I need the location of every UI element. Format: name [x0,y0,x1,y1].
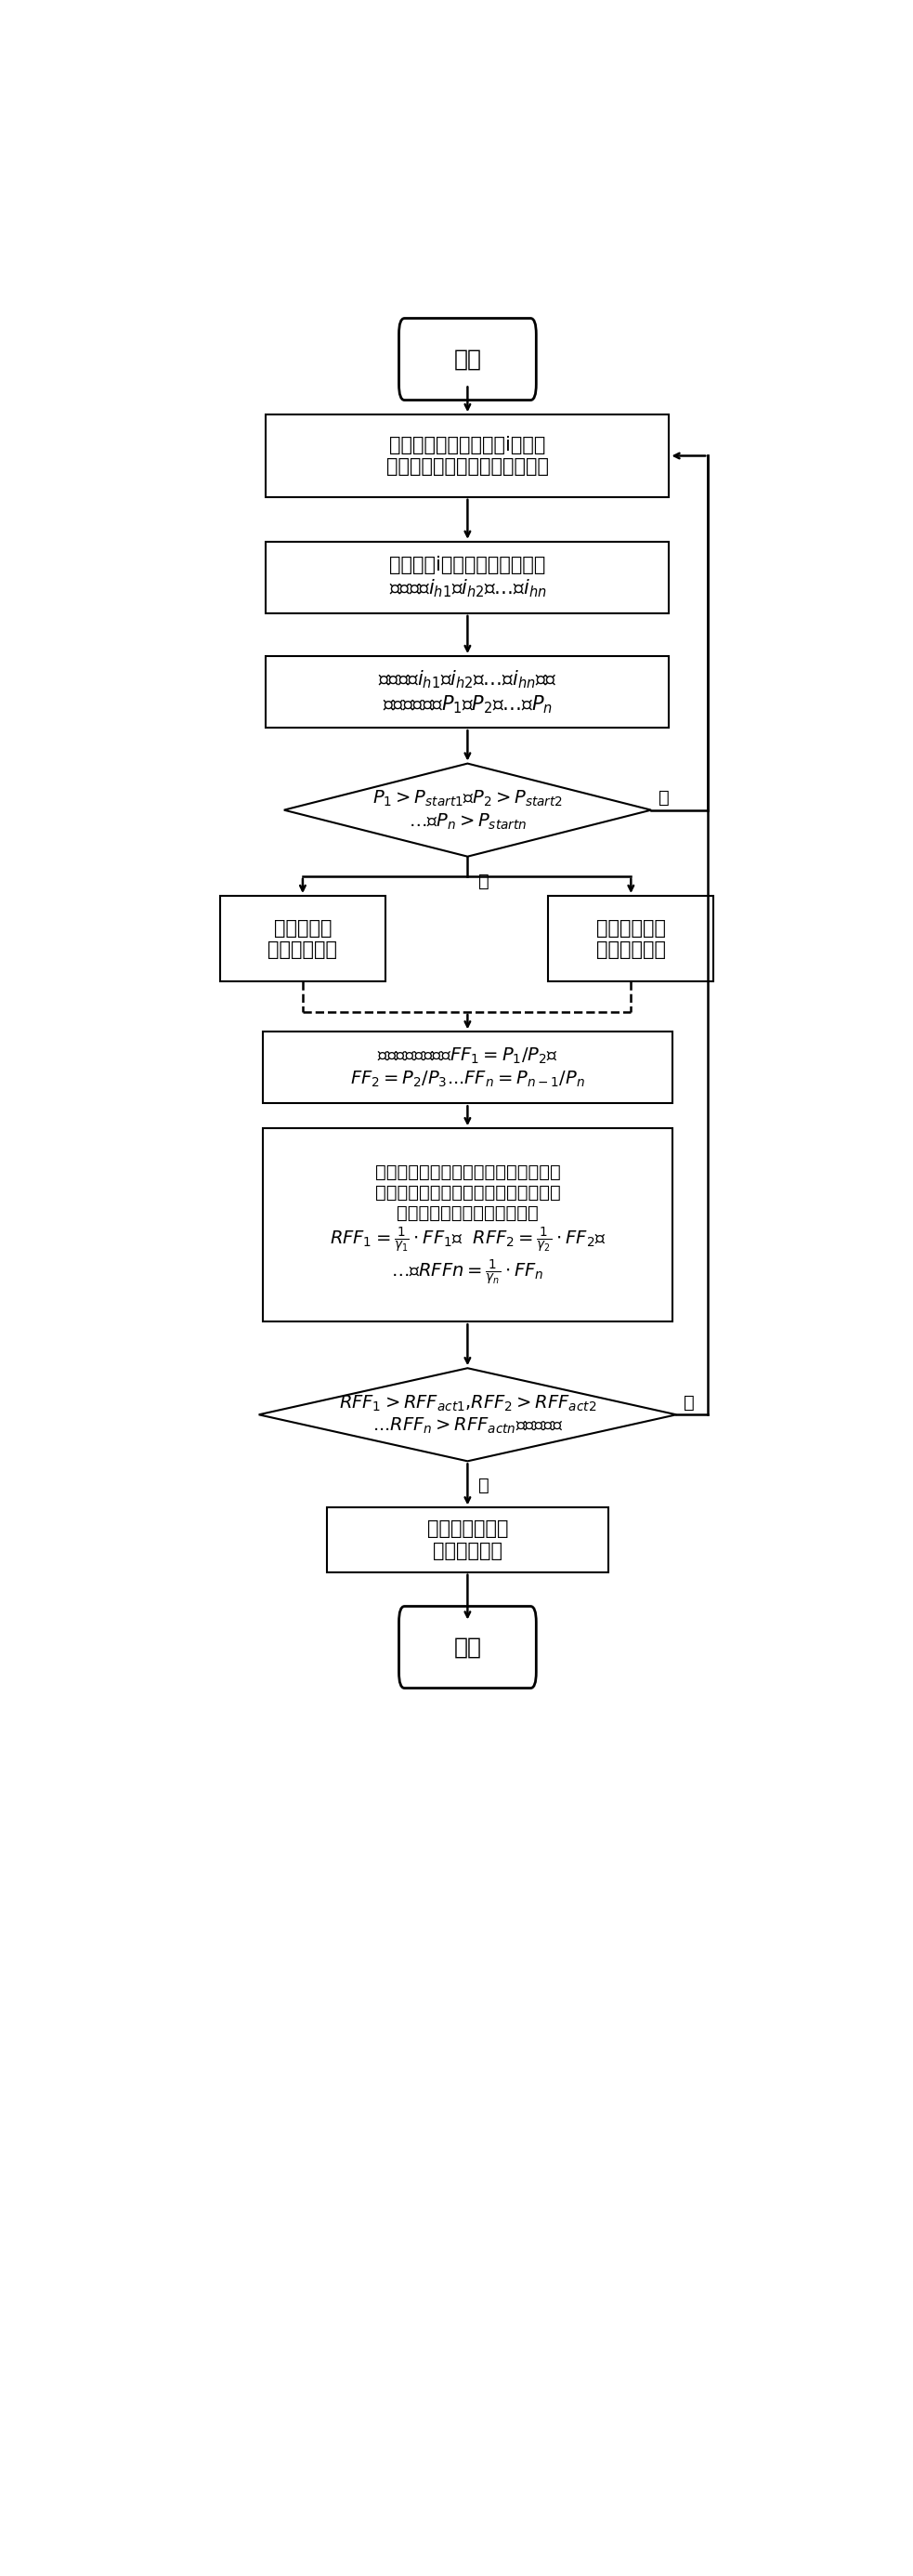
Text: 保护区内故障，
发出跳闸命令: 保护区内故障， 发出跳闸命令 [427,1520,509,1561]
Text: 是: 是 [478,873,489,891]
Bar [262,1033,673,1103]
Text: 判断故障类
型，故障选相: 判断故障类 型，故障选相 [268,920,338,958]
Bar [262,1128,673,1321]
Text: 否: 否 [658,788,669,806]
Polygon shape [284,762,651,855]
Bar [220,896,385,981]
Text: 构建故障特征量：$FF_1=P_1/P_2$，
$FF_2=P_2/P_3$...$FF_n=P_{n-1}/P_n$: 构建故障特征量：$FF_1=P_1/P_2$， $FF_2=P_2/P_3$..… [351,1046,585,1090]
Text: 采集输电线路故障电流i，经模
数转换将模拟信号转为数字信号: 采集输电线路故障电流i，经模 数转换将模拟信号转为数字信号 [386,435,549,477]
Text: 分别计算$i_{h1}$、$i_{h2}$、…、$i_{hn}$的高
频分量处理量$P_1$、$P_2$、…、$P_n$: 分别计算$i_{h1}$、$i_{h2}$、…、$i_{hn}$的高 频分量处理… [378,667,557,716]
Text: $RFF_1>RFF_{act1}$,$RFF_2>RFF_{act2}$
...$RFF_n>RFF_{actn}$中多数成立: $RFF_1>RFF_{act1}$,$RFF_2>RFF_{act2}$ ..… [339,1394,596,1435]
FancyBboxPatch shape [399,1607,536,1687]
Bar [266,657,669,729]
Polygon shape [258,1368,677,1461]
FancyBboxPatch shape [399,319,536,399]
Bar [266,415,669,497]
Bar [327,1507,608,1571]
Text: 高频分量处理量归算：根据故障类型，
选择相应类型的参数，按过渡电阻与故
障初始角归算高频分量处理量
$RFF_1=\frac{1}{\gamma_1}\cdot: 高频分量处理量归算：根据故障类型， 选择相应类型的参数，按过渡电阻与故 障初始角… [330,1162,605,1288]
Text: 是: 是 [478,1476,489,1494]
Bar [548,896,714,981]
Text: $P_1>P_{start1}$或$P_2>P_{start2}$
…或$P_n>P_{startn}$: $P_1>P_{start1}$或$P_2>P_{start2}$ …或$P_n… [373,788,562,832]
Text: 计算过渡电阻
和故障初始角: 计算过渡电阻 和故障初始角 [596,920,666,958]
Text: 开始: 开始 [454,348,481,371]
Text: 结束: 结束 [454,1636,481,1659]
Text: 否: 否 [683,1394,694,1412]
Text: 提取电流i中的多个不同频带的
高频分量$i_{h1}$、$i_{h2}$、…、$i_{hn}$: 提取电流i中的多个不同频带的 高频分量$i_{h1}$、$i_{h2}$、…、$… [389,556,546,600]
Bar [266,541,669,613]
